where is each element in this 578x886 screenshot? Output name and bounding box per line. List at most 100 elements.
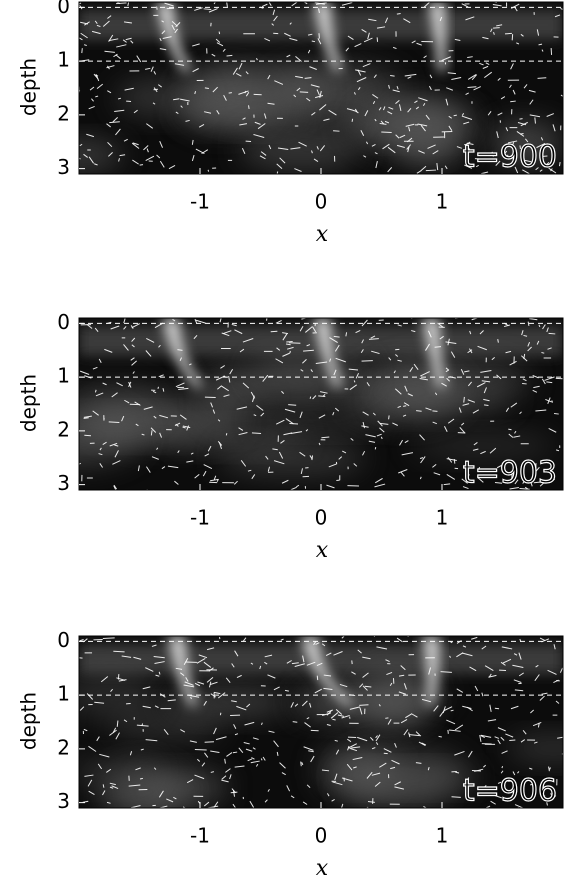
flow-arrow [141, 433, 145, 436]
flow-arrow [385, 659, 390, 663]
flow-arrow [299, 411, 303, 419]
flow-arrow [94, 701, 105, 704]
flow-arrow [510, 141, 515, 148]
flow-arrow [484, 71, 493, 79]
blob [203, 373, 265, 428]
flow-arrow [532, 389, 538, 393]
flow-arrow [363, 37, 373, 43]
flow-arrow [335, 749, 340, 755]
flow-arrow [509, 487, 519, 490]
flow-arrow [107, 15, 112, 19]
flow-arrow [231, 788, 237, 794]
flow-arrow [495, 160, 501, 166]
flow-arrow [145, 739, 158, 742]
flow-arrow [362, 672, 369, 678]
flow-arrow [404, 73, 417, 77]
flow-arrow [219, 318, 222, 323]
flow-arrow [182, 806, 187, 808]
flow-arrow [433, 472, 441, 476]
flow-arrow [377, 420, 383, 427]
flow-arrow [441, 382, 447, 387]
flow-arrow [449, 655, 451, 658]
flow-arrow [557, 736, 563, 739]
flow-arrow [462, 403, 470, 406]
flow-arrow [332, 718, 336, 721]
flow-arrow [228, 92, 232, 94]
flow-arrow [334, 344, 340, 352]
flow-arrow [265, 455, 269, 460]
flow-arrow [416, 170, 422, 174]
flow-arrow [236, 674, 242, 678]
flow-arrow [403, 683, 407, 690]
flow-arrow [246, 703, 251, 708]
flow-arrow [168, 165, 176, 170]
flow-arrow [94, 327, 99, 332]
flow-arrow [350, 438, 354, 441]
flow-arrow [425, 169, 437, 172]
flow-arrow [321, 769, 330, 772]
flow-arrow [383, 106, 386, 111]
flow-arrow [446, 87, 454, 91]
flow-arrow [131, 360, 137, 366]
flow-arrow [236, 406, 248, 410]
blob [110, 707, 224, 745]
flow-arrow [392, 46, 397, 50]
flow-arrow [302, 655, 305, 663]
plume [421, 636, 440, 706]
flow-arrow [418, 97, 428, 102]
flow-arrow [262, 374, 269, 382]
flow-arrow [501, 646, 513, 650]
flow-arrow [415, 762, 422, 764]
flow-arrow [510, 705, 519, 710]
flow-arrow [268, 144, 272, 150]
flow-arrow [163, 728, 169, 735]
flow-arrow [373, 74, 377, 79]
flow-arrow [158, 671, 161, 675]
flow-arrow [104, 348, 113, 353]
flow-arrow [383, 748, 392, 753]
flow-arrow [361, 28, 367, 33]
flow-arrow [341, 2, 353, 6]
flow-arrow [167, 465, 179, 469]
flow-arrow [391, 759, 400, 765]
flow-arrow [259, 155, 266, 160]
flow-arrow [159, 37, 162, 42]
flow-arrow [519, 488, 530, 490]
flow-arrow [374, 118, 377, 122]
flow-arrow [98, 358, 102, 364]
flow-arrow [522, 730, 527, 735]
flow-arrow [140, 748, 144, 751]
flow-arrow [551, 400, 554, 403]
flow-arrow [353, 92, 356, 95]
flow-arrow [215, 736, 227, 741]
flow-arrow [447, 72, 457, 75]
x-axis-label: x [316, 538, 329, 563]
flow-arrow [207, 445, 212, 452]
flow-arrow [461, 3, 469, 8]
blob [506, 734, 563, 762]
flow-arrow [407, 76, 412, 79]
flow-arrow [428, 667, 432, 675]
flow-arrow [360, 349, 364, 354]
blob [253, 408, 392, 433]
flow-arrow [212, 86, 218, 93]
flow-arrow [397, 324, 402, 327]
flow-arrow [268, 2, 272, 6]
flow-arrow [84, 774, 94, 777]
blob [179, 95, 301, 128]
flow-arrow [323, 687, 333, 690]
flow-arrow [513, 679, 522, 683]
flow-arrow [479, 330, 484, 335]
flow-arrow [380, 120, 385, 125]
flow-arrow [496, 131, 499, 139]
flow-arrow [180, 105, 183, 108]
flow-arrow [497, 739, 501, 745]
flow-arrow [400, 665, 406, 671]
flow-arrow [217, 385, 223, 390]
flow-arrow [183, 684, 195, 688]
flow-arrow [374, 152, 378, 155]
flow-arrow [528, 89, 536, 93]
flow-arrow [432, 410, 438, 412]
flow-arrow [143, 406, 153, 410]
flow-arrow [244, 721, 255, 726]
